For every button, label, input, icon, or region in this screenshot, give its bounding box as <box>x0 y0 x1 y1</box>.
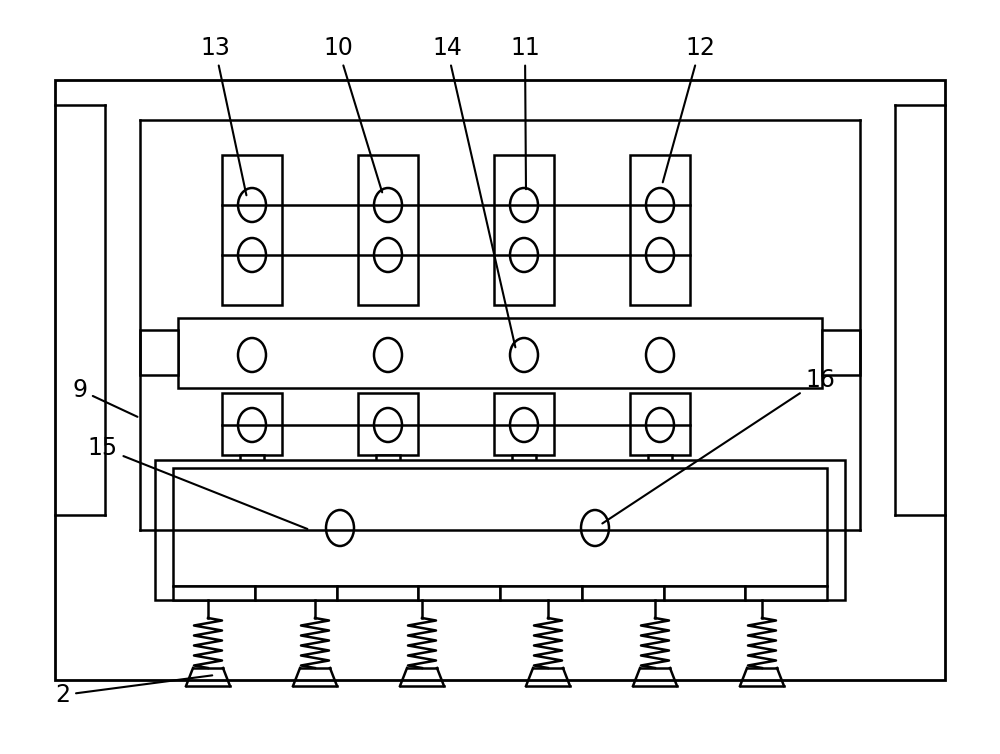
Ellipse shape <box>238 408 266 442</box>
Ellipse shape <box>374 408 402 442</box>
Bar <box>155 460 845 600</box>
Ellipse shape <box>646 408 674 442</box>
Bar <box>494 155 554 305</box>
Text: 15: 15 <box>88 436 307 529</box>
Text: 11: 11 <box>510 36 540 189</box>
Bar <box>648 455 672 468</box>
Ellipse shape <box>238 338 266 372</box>
Ellipse shape <box>510 338 538 372</box>
Ellipse shape <box>326 510 354 546</box>
Bar <box>240 455 264 468</box>
Bar <box>173 468 827 586</box>
Bar <box>630 155 690 305</box>
Bar <box>512 455 536 468</box>
Ellipse shape <box>510 188 538 222</box>
Bar <box>358 393 418 455</box>
Ellipse shape <box>374 338 402 372</box>
Bar <box>140 330 178 375</box>
Bar <box>222 393 282 455</box>
Bar <box>336 586 418 600</box>
Ellipse shape <box>374 188 402 222</box>
Bar <box>222 155 282 305</box>
Text: 16: 16 <box>602 368 835 523</box>
Bar <box>173 586 255 600</box>
Bar <box>664 586 745 600</box>
Ellipse shape <box>646 238 674 272</box>
Bar <box>376 455 400 468</box>
Bar <box>418 586 500 600</box>
Ellipse shape <box>374 238 402 272</box>
Bar <box>55 80 945 680</box>
Ellipse shape <box>510 408 538 442</box>
Text: 2: 2 <box>56 676 212 707</box>
Text: 12: 12 <box>663 36 715 182</box>
Bar <box>582 586 664 600</box>
Bar <box>494 393 554 455</box>
Ellipse shape <box>646 338 674 372</box>
Bar <box>630 393 690 455</box>
Text: 9: 9 <box>72 378 137 417</box>
Bar <box>358 155 418 305</box>
Ellipse shape <box>510 238 538 272</box>
Bar <box>822 330 860 375</box>
Ellipse shape <box>646 188 674 222</box>
Bar <box>255 586 336 600</box>
Ellipse shape <box>581 510 609 546</box>
Text: 14: 14 <box>432 36 515 348</box>
Text: 13: 13 <box>200 36 246 195</box>
Text: 10: 10 <box>323 36 382 192</box>
Ellipse shape <box>238 188 266 222</box>
Ellipse shape <box>238 238 266 272</box>
Bar <box>178 318 822 388</box>
Bar <box>500 586 582 600</box>
Bar <box>745 586 827 600</box>
